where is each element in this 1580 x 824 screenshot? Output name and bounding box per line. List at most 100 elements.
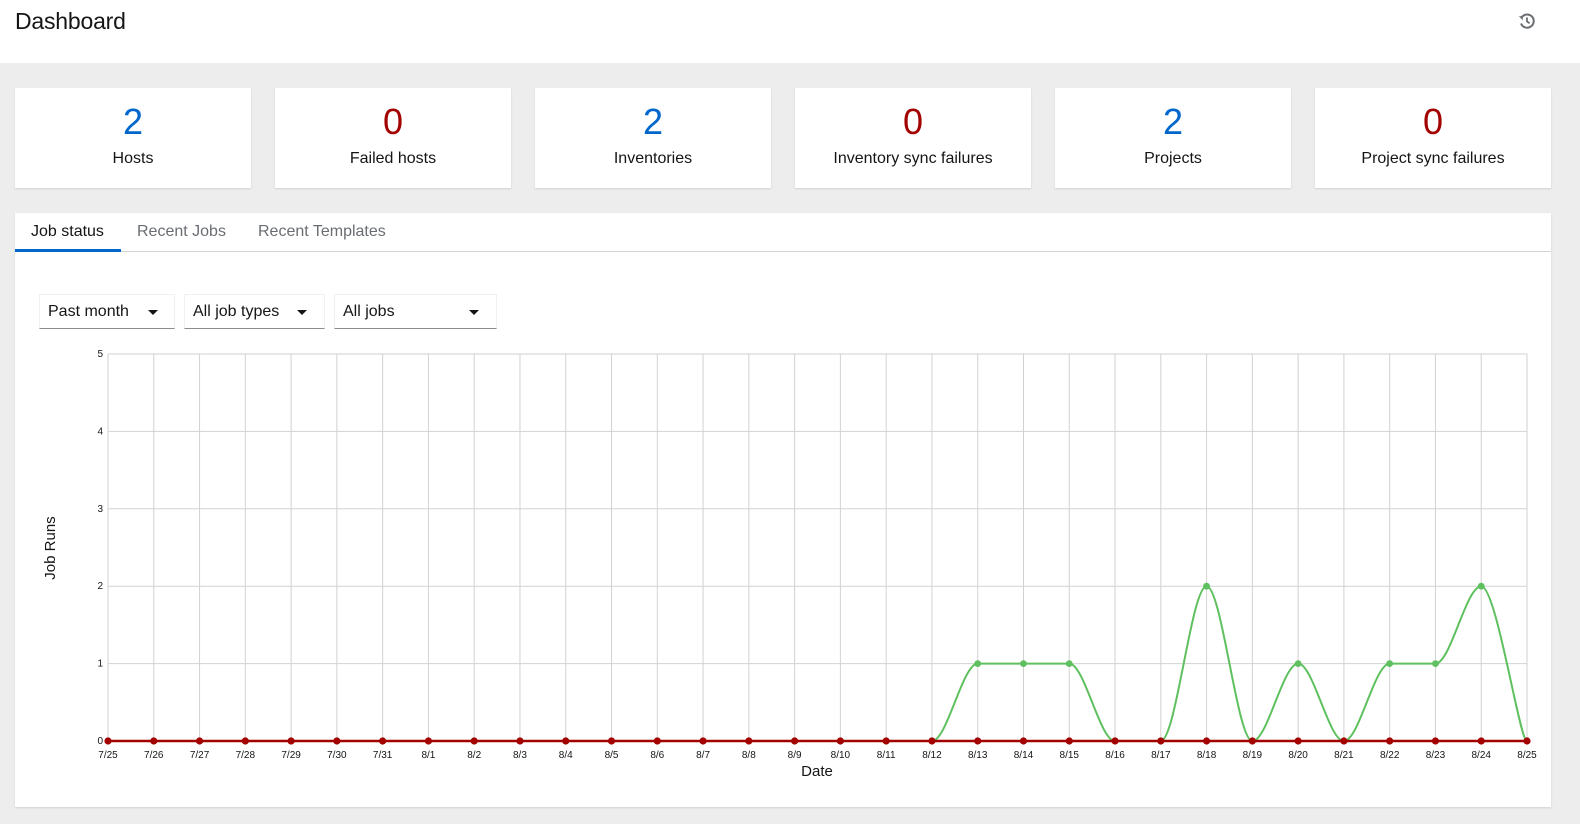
card-failed-hosts[interactable]: 0 Failed hosts bbox=[275, 88, 511, 188]
data-point-failed bbox=[974, 737, 982, 745]
data-point-failed bbox=[791, 737, 799, 745]
x-tick-label: 8/6 bbox=[650, 750, 664, 761]
x-tick-label: 8/11 bbox=[877, 750, 896, 761]
jobs-select-value: All jobs bbox=[343, 303, 395, 320]
x-tick-label: 8/8 bbox=[742, 750, 756, 761]
y-tick-label: 0 bbox=[97, 736, 103, 747]
x-tick-label: 8/9 bbox=[788, 750, 802, 761]
y-tick-label: 3 bbox=[97, 504, 103, 515]
x-tick-label: 7/29 bbox=[281, 750, 301, 761]
y-tick-label: 2 bbox=[97, 581, 103, 592]
data-point-failed bbox=[562, 737, 570, 745]
data-point-failed bbox=[424, 737, 433, 745]
data-point-failed bbox=[607, 737, 616, 745]
period-select-value: Past month bbox=[48, 303, 129, 320]
jobs-select[interactable]: All jobs bbox=[334, 294, 497, 329]
card-inventories[interactable]: 2 Inventories bbox=[535, 88, 771, 188]
y-tick-label: 1 bbox=[97, 659, 103, 670]
card-count: 2 bbox=[642, 101, 664, 142]
card-count: 0 bbox=[1422, 101, 1444, 142]
card-count: 2 bbox=[1162, 101, 1184, 142]
card-label: Failed hosts bbox=[349, 150, 437, 167]
tab-recent-jobs[interactable]: Recent Jobs bbox=[137, 223, 226, 240]
data-point-failed bbox=[1065, 737, 1073, 745]
data-point-failed bbox=[470, 737, 478, 745]
activity-stream-button[interactable] bbox=[1516, 10, 1538, 32]
caret-down-icon bbox=[297, 310, 307, 315]
data-point-failed bbox=[195, 737, 204, 745]
data-point-failed bbox=[104, 737, 112, 745]
x-tick-label: 8/3 bbox=[513, 750, 527, 761]
x-tick-label: 8/5 bbox=[605, 750, 619, 761]
data-point-successful bbox=[1294, 660, 1302, 667]
data-point-failed bbox=[836, 737, 844, 745]
x-tick-label: 7/26 bbox=[144, 750, 164, 761]
data-point-successful bbox=[1020, 660, 1027, 667]
caret-down-icon bbox=[469, 310, 479, 315]
tab-recent-templates[interactable]: Recent Templates bbox=[258, 223, 386, 240]
job-status-panel: Job status Recent Jobs Recent Templates … bbox=[15, 213, 1551, 807]
x-tick-label: 8/22 bbox=[1380, 750, 1400, 761]
data-point-failed bbox=[745, 737, 753, 745]
data-point-failed bbox=[150, 737, 158, 745]
card-inventory-sync-failures[interactable]: 0 Inventory sync failures bbox=[795, 88, 1031, 188]
x-tick-label: 8/25 bbox=[1517, 750, 1537, 761]
data-point-failed bbox=[1019, 737, 1028, 745]
y-tick-label: 5 bbox=[97, 349, 103, 360]
card-projects[interactable]: 2 Projects bbox=[1055, 88, 1291, 188]
data-point-failed bbox=[1202, 737, 1211, 745]
data-point-successful bbox=[974, 660, 982, 667]
job-type-select-value: All job types bbox=[193, 303, 280, 320]
dashboard-tabs: Job status Recent Jobs Recent Templates bbox=[15, 213, 1551, 252]
page-title: Dashboard bbox=[15, 8, 126, 34]
y-axis-title: Job Runs bbox=[42, 516, 59, 579]
job-type-select[interactable]: All job types bbox=[184, 294, 325, 329]
card-label: Inventory sync failures bbox=[833, 150, 993, 167]
data-point-failed bbox=[516, 737, 524, 745]
data-point-successful bbox=[1065, 660, 1073, 667]
page-header: Dashboard bbox=[0, 0, 1580, 63]
data-point-failed bbox=[1523, 737, 1531, 745]
data-point-failed bbox=[1386, 737, 1394, 745]
x-tick-label: 7/30 bbox=[327, 750, 347, 761]
x-tick-label: 8/16 bbox=[1105, 750, 1125, 761]
data-point-failed bbox=[241, 737, 249, 745]
card-label: Project sync failures bbox=[1361, 150, 1505, 167]
data-point-failed bbox=[1157, 737, 1165, 745]
card-label: Inventories bbox=[613, 150, 693, 167]
data-point-failed bbox=[882, 737, 890, 745]
data-point-failed bbox=[1248, 737, 1256, 745]
x-tick-label: 8/2 bbox=[467, 750, 481, 761]
x-tick-label: 7/28 bbox=[236, 750, 256, 761]
y-tick-label: 4 bbox=[97, 426, 103, 437]
card-label: Hosts bbox=[112, 150, 154, 167]
data-point-successful bbox=[1477, 582, 1485, 590]
card-count: 0 bbox=[902, 101, 924, 142]
x-tick-label: 8/4 bbox=[559, 750, 573, 761]
summary-cards: 2 Hosts 0 Failed hosts 2 Inventories 0 I… bbox=[15, 88, 1551, 188]
history-icon bbox=[1518, 13, 1535, 29]
data-point-successful bbox=[1203, 582, 1210, 590]
data-point-failed bbox=[1111, 737, 1119, 745]
data-point-failed bbox=[1477, 737, 1485, 745]
data-point-failed bbox=[379, 737, 387, 745]
x-tick-label: 8/13 bbox=[968, 750, 988, 761]
x-tick-label: 8/12 bbox=[922, 750, 942, 761]
x-tick-label: 8/19 bbox=[1243, 750, 1263, 761]
x-tick-label: 8/21 bbox=[1334, 750, 1354, 761]
card-count: 2 bbox=[122, 101, 144, 142]
card-count: 0 bbox=[382, 101, 404, 142]
card-project-sync-failures[interactable]: 0 Project sync failures bbox=[1315, 88, 1551, 188]
x-tick-label: 8/7 bbox=[696, 750, 710, 761]
caret-down-icon bbox=[148, 310, 158, 315]
x-tick-label: 8/18 bbox=[1197, 750, 1217, 761]
data-point-failed bbox=[333, 737, 341, 745]
x-tick-label: 8/20 bbox=[1288, 750, 1308, 761]
period-select[interactable]: Past month bbox=[39, 294, 175, 329]
data-point-failed bbox=[653, 737, 661, 745]
x-tick-label: 8/17 bbox=[1151, 750, 1171, 761]
x-axis-title: Date bbox=[801, 763, 833, 780]
tab-job-status[interactable]: Job status bbox=[15, 213, 121, 252]
card-hosts[interactable]: 2 Hosts bbox=[15, 88, 251, 188]
